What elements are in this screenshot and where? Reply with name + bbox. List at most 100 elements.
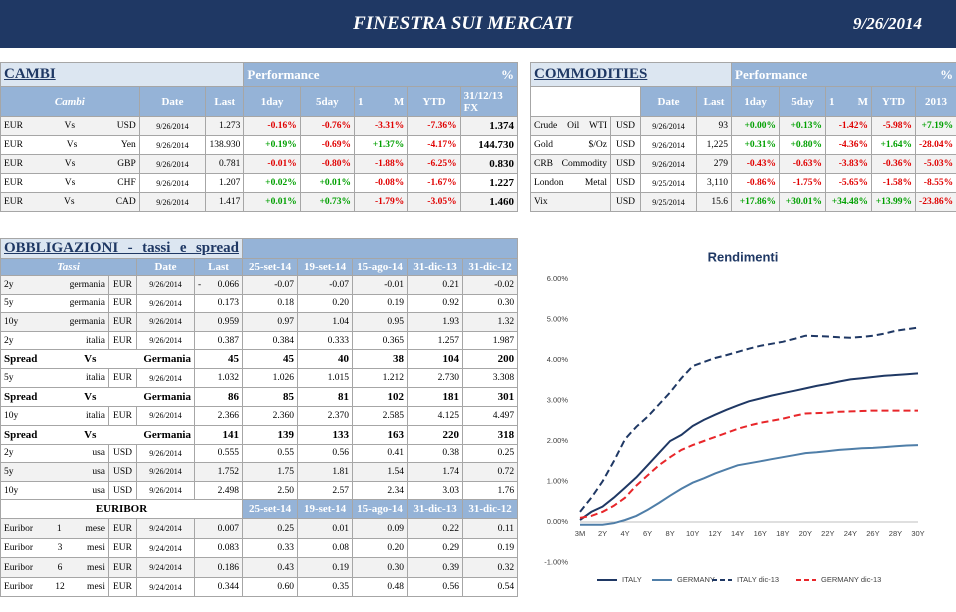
table-row: Date Last 1day 5day 1 M YTD 2013	[530, 86, 956, 117]
cell: 0.781	[205, 154, 245, 174]
x-tick-label: 10Y	[686, 529, 699, 538]
cell: 2.50	[242, 480, 299, 501]
cell: 0.19	[462, 537, 519, 559]
cell: +1.64%	[871, 135, 917, 155]
cell	[530, 86, 641, 117]
cell: 4.125	[407, 405, 464, 426]
cell: +0.80%	[779, 135, 827, 155]
cell: -28.04%	[915, 135, 956, 155]
cell: +0.31%	[731, 135, 781, 155]
cell: 0.186	[193, 557, 244, 578]
legend-label: ITALY	[622, 575, 642, 584]
cell: 1,225	[695, 135, 733, 155]
cell: 9/26/2014	[640, 154, 697, 174]
cell: 1.032	[193, 368, 244, 388]
cell: Gold $/Oz	[530, 135, 611, 155]
cell: EUR Vs CAD	[0, 192, 140, 212]
table-row: Spread Vs Germania 86 85 81 102 181 301	[0, 386, 519, 407]
cell: COMMODITIES	[529, 62, 733, 87]
cell: USD	[108, 480, 137, 501]
cell: Date	[138, 86, 207, 117]
cell: 1.987	[462, 330, 519, 351]
cell: 15.6	[695, 192, 733, 212]
cell: EUR Vs CHF	[0, 173, 140, 193]
cell: 0.32	[462, 557, 519, 578]
cell: Euribor 1 mese	[0, 518, 109, 539]
table-row: 10y italia EUR 9/26/2014 2.366 2.360 2.370 2.5…	[0, 405, 519, 426]
cell: 9/26/2014	[136, 462, 195, 482]
cell: 2.585	[352, 405, 409, 426]
cell: 2013	[915, 86, 956, 117]
cell: 1.54	[352, 462, 409, 482]
cell: 5day	[779, 86, 827, 117]
table-row: 2y usa USD 9/26/2014 0.555 0.55 0.56 0.41 0.38 0…	[0, 443, 519, 464]
cell: 0.11	[462, 518, 519, 539]
cell: -23.86%	[915, 192, 956, 212]
cell: Euribor 3 mesi	[0, 537, 109, 559]
cell: Euribor 6 mesi	[0, 557, 109, 578]
cell: 93	[695, 116, 733, 136]
cell: 0.19	[352, 293, 409, 314]
cell: USD	[610, 116, 641, 136]
cell: -1.42%	[825, 116, 873, 136]
cell: 0.25	[242, 518, 299, 539]
cell: 31-dic-12	[462, 499, 519, 520]
y-tick-label: 3.00%	[547, 395, 569, 404]
cell: Last	[695, 86, 733, 117]
cell: OBBLIGAZIONI - tassi e spread	[0, 238, 244, 259]
cell: -1.67%	[407, 173, 461, 193]
cell: 0.48	[352, 576, 409, 598]
cell: Last	[193, 258, 244, 276]
cell: EUR	[108, 537, 137, 559]
cell: -0.07	[297, 275, 354, 295]
cell: 9/26/2014	[136, 443, 195, 464]
cell: 3,110	[695, 173, 733, 193]
cell: -0.16%	[243, 116, 301, 136]
cell: +0.00%	[731, 116, 781, 136]
cell: 45	[193, 349, 244, 370]
cell: 0.387	[193, 330, 244, 351]
table-row: Euribor 12 mesi EUR 9/24/2014 0.344 0.60 0.35…	[0, 576, 519, 598]
table-row: Spread Vs Germania 45 45 40 38 104 200	[0, 349, 519, 370]
table-row: 2y italia EUR 9/26/2014 0.387 0.384 0.333 0.36…	[0, 330, 519, 351]
commodities-table: COMMODITIES Performance % Date Last 1day 5day…	[529, 62, 956, 212]
table-row: Cambi Date Last 1day 5day 1 M YTD 31/12/13 FX	[0, 86, 519, 117]
cell: -3.31%	[353, 116, 409, 136]
cell: -8.55%	[915, 173, 956, 193]
cell: 2.34	[352, 480, 409, 501]
cell: 1.227	[459, 173, 519, 193]
cell: USD	[610, 192, 641, 212]
y-tick-label: 6.00%	[547, 274, 569, 283]
x-tick-label: 30Y	[911, 529, 924, 538]
cell: 31-dic-13	[407, 499, 464, 520]
x-tick-label: 16Y	[754, 529, 767, 538]
cell: USD	[108, 443, 137, 464]
legend-label: ITALY dic-13	[737, 575, 779, 584]
cell: +7.19%	[915, 116, 956, 136]
x-tick-label: 14Y	[731, 529, 744, 538]
cell: 9/26/2014	[136, 405, 195, 426]
cell: 139	[242, 424, 299, 445]
table-row: Crude Oil WTI USD 9/26/2014 93 +0.00% +0.13% -…	[530, 116, 956, 136]
cell: Last	[205, 86, 245, 117]
cell: London Metal	[530, 173, 611, 193]
cell: EUR Vs USD	[0, 116, 140, 136]
cell: +0.73%	[299, 192, 356, 212]
table-row: 2y germania EUR 9/26/2014- 0.066 -0.07 -0.07…	[0, 275, 519, 295]
cell: 0.35	[297, 576, 354, 598]
cell: -0.01	[352, 275, 409, 295]
series-line	[579, 409, 918, 519]
cell: 1.81	[297, 462, 354, 482]
cell: 31-dic-12	[462, 258, 519, 276]
cell: -4.36%	[825, 135, 873, 155]
x-tick-label: 12Y	[709, 529, 722, 538]
cell: -1.79%	[353, 192, 409, 212]
cell: EUR Vs Yen	[0, 135, 140, 155]
cell: 0.365	[352, 330, 409, 351]
table-row: 10y usa USD 9/26/2014 2.498 2.50 2.57 2.34 3.03…	[0, 480, 519, 501]
table-row: Gold $/Oz USD 9/26/2014 1,225 +0.31% +0.80% -4…	[530, 135, 956, 155]
cell: 1.015	[297, 368, 354, 388]
cell: 9/26/2014	[138, 192, 207, 212]
cell: 0.30	[352, 557, 409, 578]
